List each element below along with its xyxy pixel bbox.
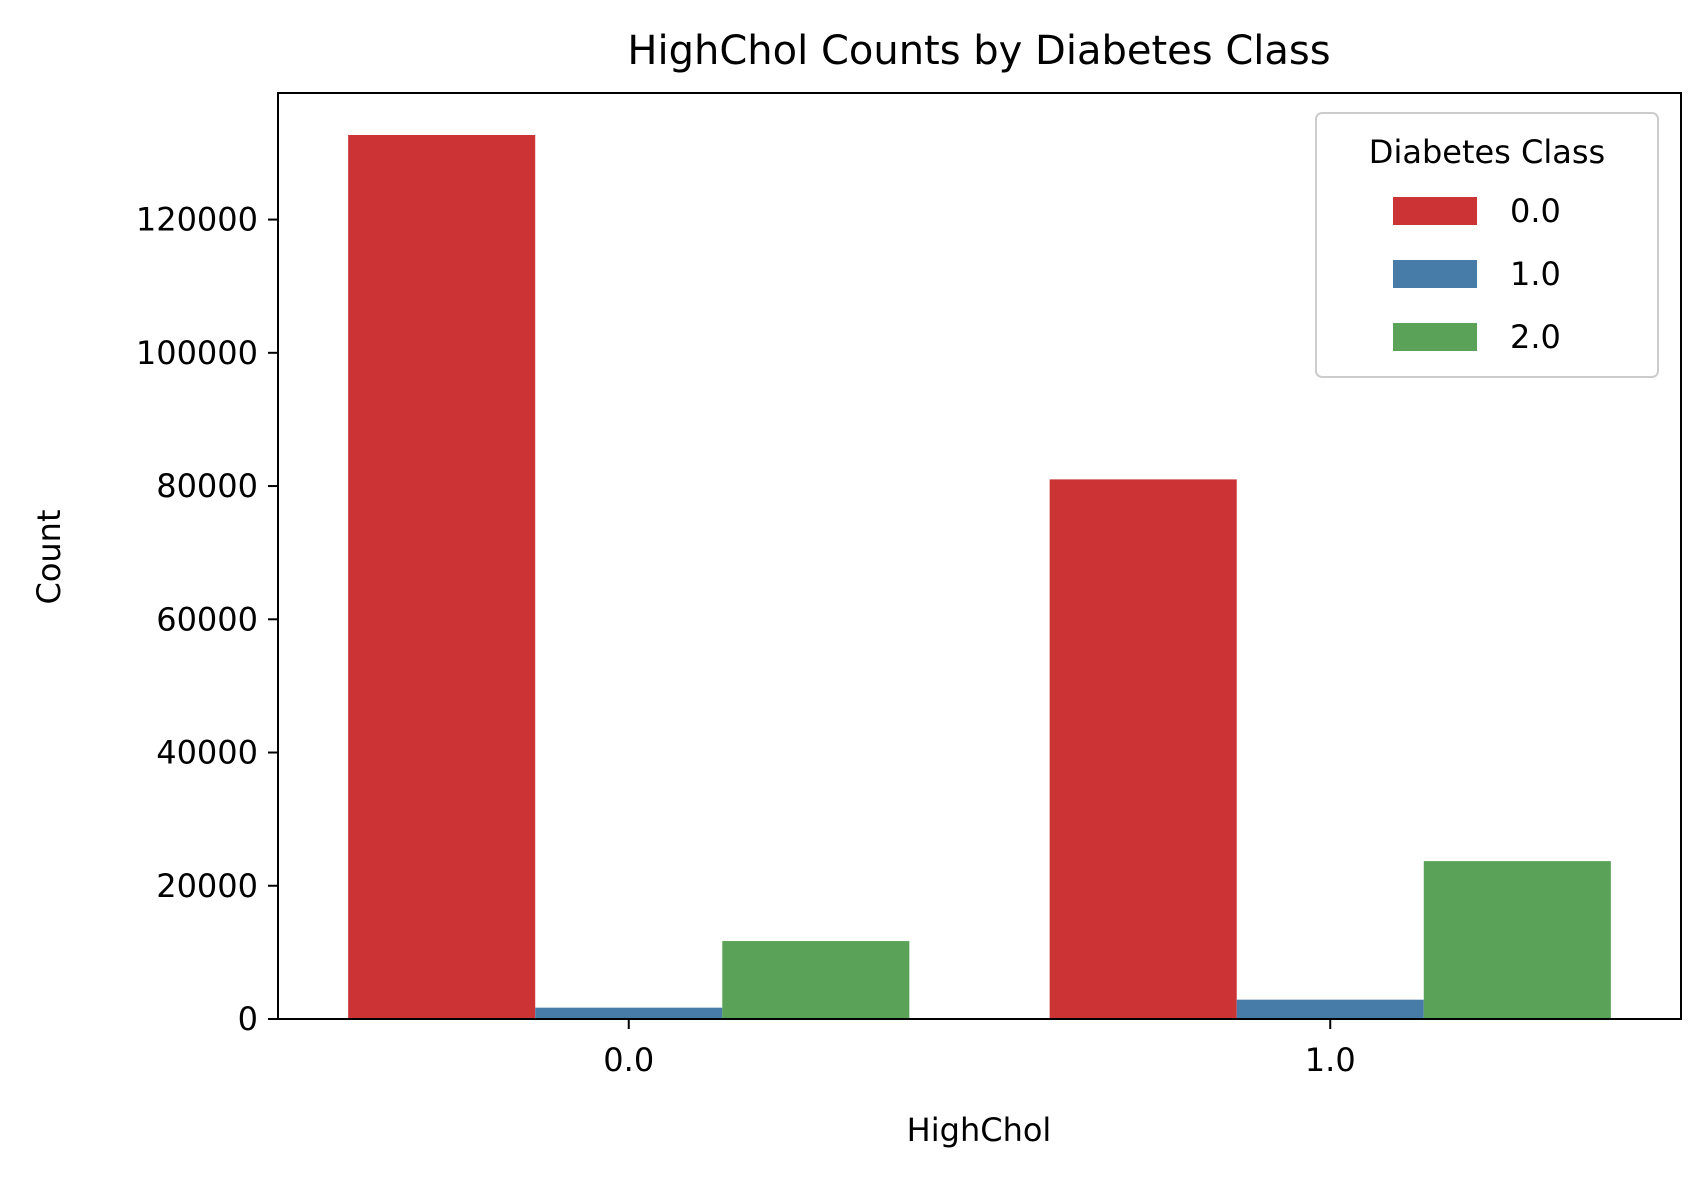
x-axis: 0.0 1.0 — [603, 1019, 1356, 1079]
y-tick-label: 40000 — [156, 734, 258, 772]
legend-title: Diabetes Class — [1369, 133, 1605, 171]
y-tick-label: 20000 — [156, 867, 258, 905]
y-tick-label: 100000 — [136, 334, 258, 372]
bar-highchol-1.0-class-0.0 — [1049, 479, 1237, 1019]
x-tick-label: 1.0 — [1305, 1041, 1356, 1079]
y-tick-label: 0 — [238, 1000, 258, 1038]
y-tick-label: 80000 — [156, 467, 258, 505]
y-axis-label: Count — [30, 509, 68, 604]
legend-swatch-0.0 — [1393, 197, 1477, 225]
y-axis: 0 20000 40000 60000 80000 100000 120000 — [136, 201, 278, 1038]
legend-swatch-1.0 — [1393, 260, 1477, 288]
bar-highchol-0.0-class-0.0 — [348, 134, 536, 1019]
bar-highchol-1.0-class-1.0 — [1236, 999, 1424, 1019]
legend-entries: 0.0 1.0 2.0 — [1393, 192, 1561, 356]
chart-title: HighChol Counts by Diabetes Class — [627, 28, 1330, 74]
x-tick-label: 0.0 — [603, 1041, 654, 1079]
bars-layer — [348, 134, 1611, 1019]
y-tick-label: 60000 — [156, 600, 258, 638]
plot-frame — [277, 92, 1682, 1020]
bar-highchol-0.0-class-1.0 — [535, 1007, 723, 1019]
legend-box — [1315, 112, 1659, 378]
bar-highchol-1.0-class-2.0 — [1423, 861, 1611, 1019]
legend-label-1.0: 1.0 — [1510, 255, 1561, 293]
legend-swatch-2.0 — [1393, 323, 1477, 351]
legend-label-0.0: 0.0 — [1510, 192, 1561, 230]
legend-label-2.0: 2.0 — [1510, 318, 1561, 356]
legend: Diabetes Class 0.0 1.0 2.0 — [1315, 112, 1659, 378]
bar-highchol-0.0-class-2.0 — [722, 941, 910, 1019]
y-tick-label: 120000 — [136, 201, 258, 239]
x-axis-label: HighChol — [907, 1111, 1052, 1149]
